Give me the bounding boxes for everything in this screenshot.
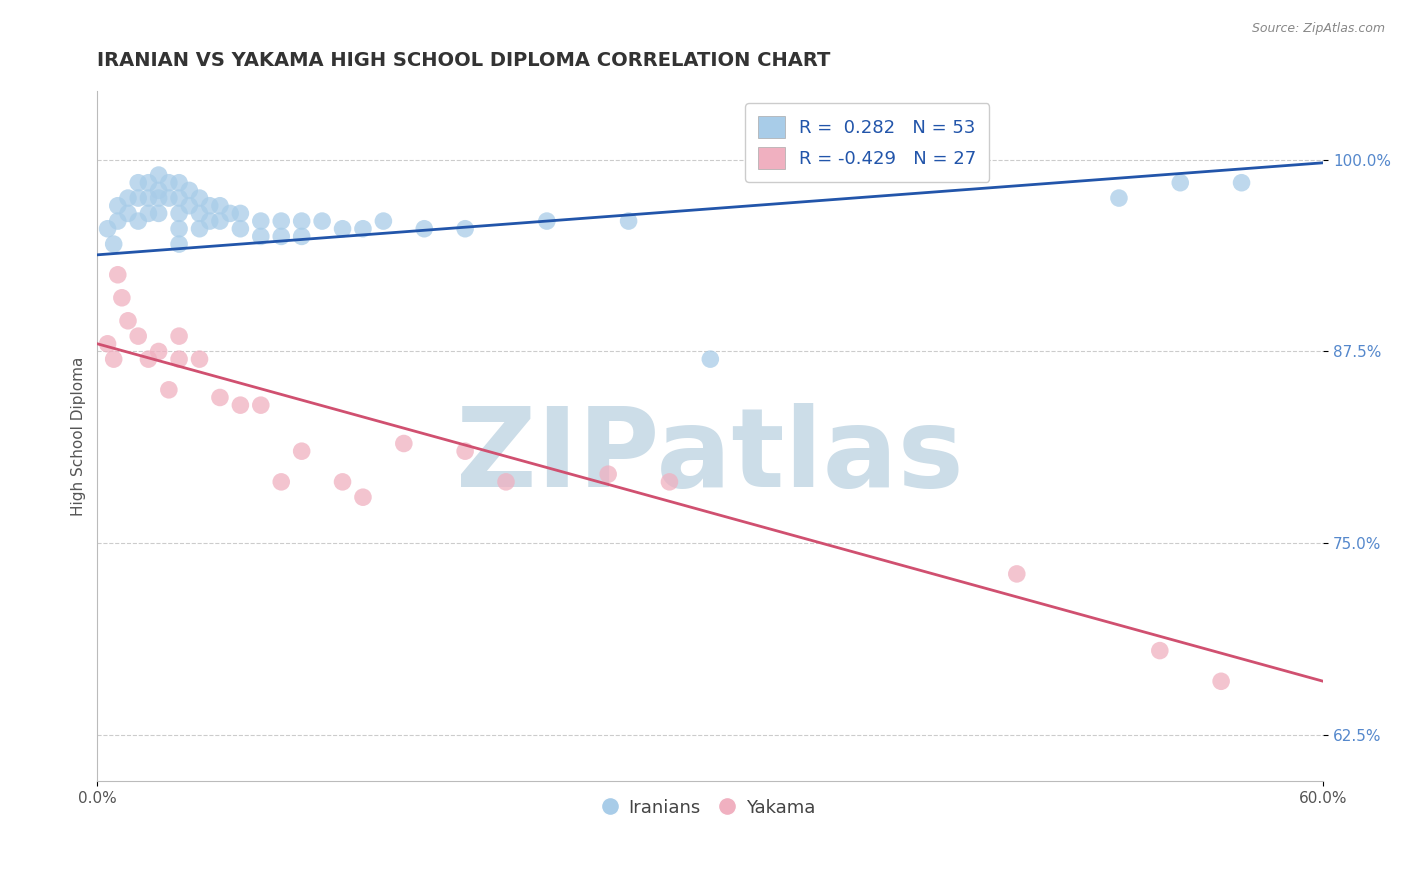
Point (107, 199, 129, 213)
Point (157, 191, 180, 205)
Point (699, 352, 721, 367)
Point (229, 221, 252, 235)
Point (117, 314, 139, 328)
Point (454, 221, 477, 235)
Point (291, 214, 314, 228)
Point (270, 475, 292, 489)
Point (111, 291, 134, 305)
Point (188, 191, 211, 205)
Point (229, 206, 252, 220)
Point (291, 229, 314, 244)
Point (352, 221, 374, 235)
Point (208, 199, 231, 213)
Point (198, 199, 221, 213)
Point (179, 199, 201, 213)
Point (1168, 176, 1191, 190)
Point (373, 214, 395, 228)
Point (495, 475, 517, 489)
Text: Source: ZipAtlas.com: Source: ZipAtlas.com (1251, 22, 1385, 36)
Point (127, 191, 149, 205)
Point (103, 237, 125, 252)
Point (332, 221, 354, 235)
Point (311, 214, 333, 228)
Point (249, 229, 271, 244)
Point (138, 176, 160, 190)
Point (536, 214, 558, 228)
Point (117, 206, 139, 220)
Point (617, 214, 640, 228)
Point (179, 183, 201, 197)
Point (454, 444, 477, 458)
Point (97, 336, 120, 351)
Point (127, 176, 149, 190)
Point (188, 352, 211, 367)
Point (138, 206, 160, 220)
Point (138, 191, 160, 205)
Point (117, 191, 139, 205)
Text: ZIPatlas: ZIPatlas (457, 403, 965, 510)
Point (249, 214, 271, 228)
Y-axis label: High School Diploma: High School Diploma (72, 356, 86, 516)
Point (291, 444, 314, 458)
Point (352, 490, 374, 504)
Legend: Iranians, Yakama: Iranians, Yakama (598, 791, 823, 823)
Point (167, 352, 190, 367)
Point (598, 467, 620, 482)
Point (208, 391, 231, 405)
Point (107, 268, 129, 282)
Text: IRANIAN VS YAKAMA HIGH SCHOOL DIPLOMA CORRELATION CHART: IRANIAN VS YAKAMA HIGH SCHOOL DIPLOMA CO… (97, 51, 831, 70)
Point (148, 183, 170, 197)
Point (167, 191, 190, 205)
Point (103, 352, 125, 367)
Point (1149, 643, 1171, 657)
Point (127, 329, 149, 343)
Point (270, 229, 292, 244)
Point (1211, 674, 1233, 689)
Point (157, 383, 180, 397)
Point (188, 221, 211, 235)
Point (97, 221, 120, 235)
Point (198, 214, 221, 228)
Point (1108, 191, 1130, 205)
Point (148, 168, 170, 182)
Point (148, 206, 170, 220)
Point (167, 329, 190, 343)
Point (188, 206, 211, 220)
Point (167, 176, 190, 190)
Point (1005, 566, 1028, 581)
Point (229, 398, 252, 412)
Point (167, 221, 190, 235)
Point (138, 352, 160, 367)
Point (148, 191, 170, 205)
Point (270, 214, 292, 228)
Point (208, 214, 231, 228)
Point (148, 344, 170, 359)
Point (332, 475, 354, 489)
Point (167, 237, 190, 252)
Point (167, 206, 190, 220)
Point (107, 214, 129, 228)
Point (392, 436, 415, 450)
Point (413, 221, 436, 235)
Point (157, 176, 180, 190)
Point (249, 398, 271, 412)
Point (127, 214, 149, 228)
Point (658, 475, 681, 489)
Point (219, 206, 242, 220)
Point (1230, 176, 1253, 190)
